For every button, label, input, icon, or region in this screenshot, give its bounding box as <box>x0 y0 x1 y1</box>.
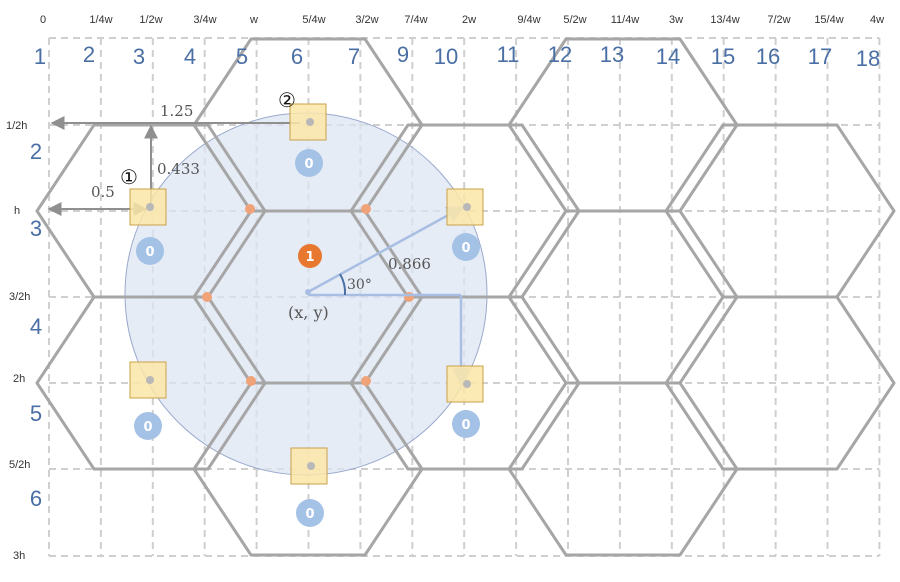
top-axis-label: 1/2w <box>139 14 162 26</box>
column-number: 2 <box>83 42 95 67</box>
neighbor-point <box>146 203 154 211</box>
top-axis-label: 2w <box>462 14 476 26</box>
vertex-dot <box>361 204 371 214</box>
vertex-dot <box>245 204 255 214</box>
top-axis-label: 9/4w <box>517 14 540 26</box>
label-angle-30: 30° <box>347 277 372 293</box>
center-badge <box>298 244 322 268</box>
top-axis-label: 5/4w <box>302 14 325 26</box>
neighbor-badge-text: 0 <box>143 420 152 435</box>
top-axis-label: 3/4w <box>193 14 216 26</box>
vertex-dot <box>246 376 256 386</box>
top-axis-label: 11/4w <box>611 14 640 26</box>
neighbor-point <box>146 376 154 384</box>
top-axis-label: 7/4w <box>404 14 427 26</box>
neighbor-badge <box>452 410 480 438</box>
column-number: 3 <box>133 44 145 69</box>
top-axis-label: 0 <box>40 14 46 26</box>
left-axis-label: 5/2h <box>9 459 30 471</box>
neighbor-badge-text: 0 <box>305 507 314 522</box>
top-axis-label: 7/2w <box>767 14 790 26</box>
row-number: 3 <box>30 216 42 241</box>
marker-one: ① <box>120 165 138 189</box>
vertex-dot <box>361 376 371 386</box>
left-axis-label: 3/2h <box>9 291 30 303</box>
column-number: 6 <box>291 44 303 69</box>
left-axis-labels: 1/2h h 3/2h 2h 5/2h 3h <box>6 120 30 562</box>
arrow-to-neighbor-0866 <box>307 205 465 294</box>
column-number: 7 <box>348 44 360 69</box>
neighbor-badge-text: 0 <box>461 418 470 433</box>
neighbor-badge-text: 0 <box>461 241 470 256</box>
vertex-dot <box>202 292 212 302</box>
left-axis-label: 1/2h <box>6 120 27 132</box>
count-badges: 0 0 0 0 0 0 <box>134 149 480 527</box>
neighbor-badge <box>295 149 323 177</box>
column-number: 16 <box>756 44 780 69</box>
column-number: 1 <box>34 44 46 69</box>
top-axis-label: 3w <box>669 14 683 26</box>
top-axis-labels: 0 1/4w 1/2w 3/4w w 5/4w 3/2w 7/4w 2w 9/4w 5/2w 11/4… <box>40 14 884 26</box>
left-axis-label: h <box>14 205 20 217</box>
neighbor-badge <box>134 412 162 440</box>
left-axis-label: 3h <box>13 550 25 562</box>
column-number: 14 <box>656 44 680 69</box>
column-number: 9 <box>397 42 409 67</box>
label-diagonal-0866: 0.866 <box>388 255 431 273</box>
neighbor-badge <box>136 237 164 265</box>
top-axis-label: 1/4w <box>89 14 112 26</box>
row-number: 6 <box>30 486 42 511</box>
center-badge-text: 1 <box>305 250 314 265</box>
label-center-xy: (x, y) <box>288 303 329 322</box>
top-axis-label: 13/4w <box>710 14 739 26</box>
row-number: 2 <box>30 139 42 164</box>
neighbor-badge <box>452 233 480 261</box>
neighbor-point <box>306 118 314 126</box>
top-axis-label: 3/2w <box>355 14 378 26</box>
column-number: 17 <box>808 44 832 69</box>
row-numbers: 2 3 4 5 6 <box>30 139 42 511</box>
column-number: 18 <box>856 46 880 71</box>
column-number: 10 <box>434 44 458 69</box>
neighbor-point <box>463 380 471 388</box>
hexagon <box>664 295 896 471</box>
row-number: 5 <box>30 401 42 426</box>
label-diagonal-05: 0.5 <box>91 183 115 201</box>
row-number: 4 <box>30 314 42 339</box>
column-numbers: 1 2 3 4 5 6 7 9 10 11 12 13 14 15 16 17 18 <box>34 42 880 71</box>
label-horizontal-125: 1.25 <box>160 102 193 120</box>
neighbor-squares <box>129 103 484 485</box>
top-axis-label: 15/4w <box>814 14 843 26</box>
column-number: 12 <box>548 42 572 67</box>
top-axis-label: w <box>249 14 258 26</box>
marker-two: ② <box>278 88 296 112</box>
column-number: 13 <box>600 42 624 67</box>
left-axis-label: 2h <box>13 373 25 385</box>
top-axis-label: 4w <box>870 14 884 26</box>
angle-arc <box>339 273 347 296</box>
neighbor-badge-text: 0 <box>304 157 313 172</box>
top-axis-label: 5/2w <box>563 14 586 26</box>
neighbor-badge-text: 0 <box>145 245 154 260</box>
center-point <box>305 289 311 295</box>
column-number: 5 <box>236 44 248 69</box>
center-hex-vertices <box>202 204 414 386</box>
label-vertical-0433: 0.433 <box>157 160 200 178</box>
neighbor-point <box>307 462 315 470</box>
vertex-dot <box>404 292 414 302</box>
column-number: 15 <box>711 44 735 69</box>
neighbor-point <box>463 203 471 211</box>
neighbor-badge <box>296 499 324 527</box>
column-number: 4 <box>184 44 196 69</box>
column-number: 11 <box>497 42 520 67</box>
